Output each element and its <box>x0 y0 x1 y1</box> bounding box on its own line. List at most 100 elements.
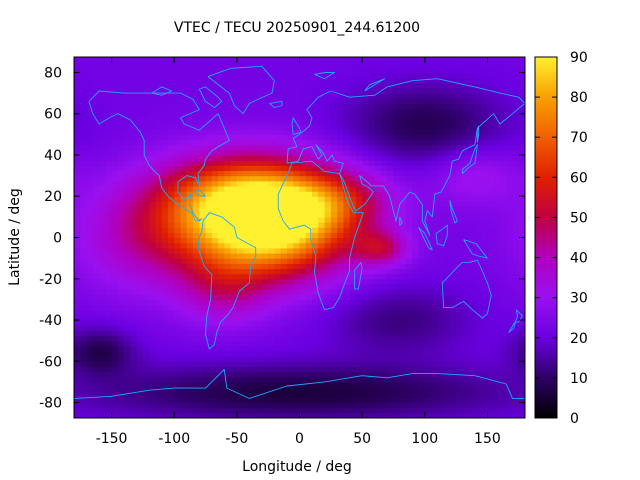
heatmap-cell <box>199 108 207 115</box>
heatmap-cell <box>99 175 106 182</box>
heatmap-cell <box>180 222 188 228</box>
heatmap-cell <box>286 72 294 79</box>
heatmap-cell <box>506 67 514 74</box>
heatmap-cell <box>355 283 363 290</box>
heatmap-cell <box>349 345 357 352</box>
heatmap-cell <box>305 350 313 357</box>
heatmap-cell <box>487 201 495 208</box>
heatmap-cell <box>443 113 451 120</box>
heatmap-cell <box>324 330 332 337</box>
heatmap-cell <box>362 356 369 362</box>
heatmap-cell <box>105 268 113 275</box>
heatmap-cell <box>80 402 88 409</box>
heatmap-cell <box>481 402 489 409</box>
heatmap-cell <box>506 247 514 254</box>
heatmap-cell <box>330 222 338 228</box>
heatmap-cell <box>493 160 501 166</box>
heatmap-cell <box>474 201 482 208</box>
heatmap-cell <box>130 216 138 223</box>
heatmap-cell <box>324 273 332 280</box>
heatmap-cell <box>186 98 194 105</box>
heatmap-cell <box>499 299 507 306</box>
heatmap-cell <box>355 134 363 141</box>
heatmap-cell <box>437 180 445 187</box>
heatmap-cell <box>506 154 514 161</box>
heatmap-cell <box>393 144 401 151</box>
heatmap-cell <box>481 154 489 161</box>
heatmap-cell <box>130 304 138 311</box>
heatmap-cell <box>280 196 288 202</box>
heatmap-cell <box>412 361 420 368</box>
heatmap-cell <box>299 299 307 306</box>
heatmap-cell <box>167 160 175 166</box>
heatmap-cell <box>387 98 395 105</box>
heatmap-cell <box>506 82 514 89</box>
heatmap-cell <box>161 273 169 280</box>
heatmap-cell <box>506 206 514 213</box>
heatmap-cell <box>312 392 319 398</box>
heatmap-cell <box>286 294 294 300</box>
heatmap-cell <box>362 397 369 404</box>
heatmap-cell <box>268 278 276 285</box>
heatmap-cell <box>136 57 144 63</box>
heatmap-cell <box>399 216 407 223</box>
heatmap-cell <box>161 185 169 192</box>
heatmap-cell <box>324 222 332 228</box>
heatmap-cell <box>293 222 301 228</box>
heatmap-cell <box>343 180 351 187</box>
heatmap-cell <box>161 118 169 125</box>
heatmap-cell <box>518 289 525 295</box>
heatmap-cell <box>499 397 507 404</box>
heatmap-cell <box>380 289 388 295</box>
heatmap-cell <box>424 77 432 84</box>
heatmap-cell <box>255 242 263 249</box>
heatmap-cell <box>412 340 420 347</box>
heatmap-cell <box>105 356 113 362</box>
heatmap-cell <box>124 216 131 223</box>
heatmap-cell <box>117 175 125 182</box>
heatmap-cell <box>205 273 213 280</box>
heatmap-cell <box>243 57 250 63</box>
heatmap-cell <box>199 82 207 89</box>
heatmap-cell <box>80 67 88 74</box>
heatmap-cell <box>318 294 326 300</box>
heatmap-cell <box>387 180 395 187</box>
heatmap-cell <box>243 227 250 233</box>
heatmap-cell <box>205 407 213 414</box>
heatmap-cell <box>362 320 369 326</box>
heatmap-cell <box>211 350 219 357</box>
heatmap-cell <box>393 392 401 398</box>
heatmap-cell <box>218 309 225 316</box>
heatmap-cell <box>274 371 282 378</box>
heatmap-cell <box>205 98 213 105</box>
heatmap-cell <box>80 350 88 357</box>
heatmap-cell <box>468 196 476 202</box>
heatmap-cell <box>199 201 207 208</box>
heatmap-cell <box>286 144 294 151</box>
heatmap-cell <box>431 247 438 254</box>
heatmap-cell <box>462 340 470 347</box>
heatmap-cell <box>218 232 225 239</box>
heatmap-cell <box>343 381 351 388</box>
heatmap-cell <box>487 216 495 223</box>
heatmap-cell <box>193 98 200 105</box>
heatmap-cell <box>443 242 451 249</box>
heatmap-cell <box>136 356 144 362</box>
heatmap-cell <box>449 98 457 105</box>
heatmap-cell <box>280 252 288 259</box>
heatmap-cell <box>380 103 388 110</box>
heatmap-cell <box>456 222 463 228</box>
heatmap-cell <box>167 165 175 172</box>
heatmap-cell <box>117 294 125 300</box>
heatmap-cell <box>487 118 495 125</box>
heatmap-cell <box>418 371 426 378</box>
heatmap-cell <box>324 211 332 218</box>
heatmap-cell <box>399 371 407 378</box>
heatmap-cell <box>380 124 388 130</box>
heatmap-cell <box>412 387 420 393</box>
heatmap-cell <box>86 144 94 151</box>
heatmap-cell <box>161 325 169 331</box>
heatmap-cell <box>180 237 188 244</box>
heatmap-cell <box>412 258 420 264</box>
heatmap-cell <box>255 232 263 239</box>
